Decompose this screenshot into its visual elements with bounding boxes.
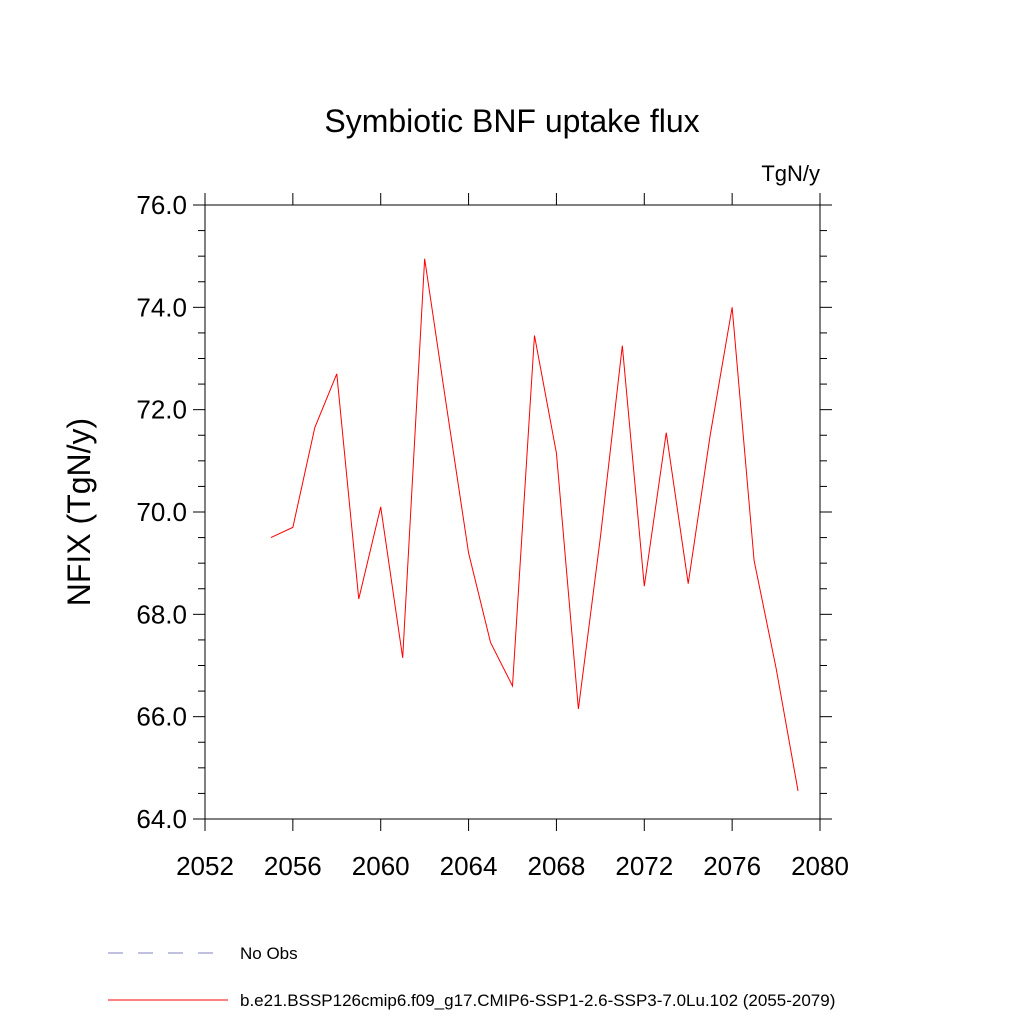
y-axis-label: NFIX (TgN/y) bbox=[61, 418, 97, 606]
legend: No Obs b.e21.BSSP126cmip6.f09_g17.CMIP6-… bbox=[108, 944, 835, 1010]
axis-ticks bbox=[193, 193, 832, 831]
y-tick-label: 70.0 bbox=[136, 497, 187, 527]
y-tick-label: 74.0 bbox=[136, 292, 187, 322]
series-line bbox=[270, 258, 799, 791]
x-tick-labels: 2052 2056 2060 2064 2068 2072 2076 2080 bbox=[176, 851, 849, 881]
x-tick-label: 2068 bbox=[528, 851, 586, 881]
y-tick-labels: 64.0 66.0 68.0 70.0 72.0 74.0 76.0 bbox=[136, 190, 187, 834]
y-tick-label: 66.0 bbox=[136, 702, 187, 732]
x-tick-label: 2064 bbox=[440, 851, 498, 881]
x-tick-label: 2060 bbox=[352, 851, 410, 881]
x-tick-label: 2076 bbox=[703, 851, 761, 881]
units-label: TgN/y bbox=[761, 161, 820, 186]
y-tick-label: 68.0 bbox=[136, 599, 187, 629]
x-tick-label: 2056 bbox=[264, 851, 322, 881]
legend-label-model: b.e21.BSSP126cmip6.f09_g17.CMIP6-SSP1-2.… bbox=[240, 991, 835, 1010]
y-tick-label: 76.0 bbox=[136, 190, 187, 220]
plot-frame bbox=[204, 204, 821, 820]
legend-label-no-obs: No Obs bbox=[240, 944, 298, 963]
y-tick-label: 64.0 bbox=[136, 804, 187, 834]
y-tick-label: 72.0 bbox=[136, 395, 187, 425]
x-tick-label: 2072 bbox=[615, 851, 673, 881]
chart-title: Symbiotic BNF uptake flux bbox=[324, 103, 699, 139]
x-tick-label: 2080 bbox=[791, 851, 849, 881]
x-tick-label: 2052 bbox=[176, 851, 234, 881]
series-group bbox=[270, 258, 799, 791]
